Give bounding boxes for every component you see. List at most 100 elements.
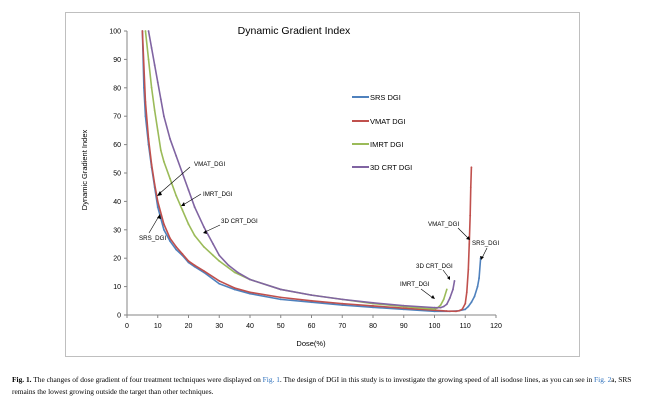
series-3-point-0 [147,30,150,32]
series-1-point-23 [455,310,457,313]
series-line-2 [144,30,448,310]
y-axis-label: Dynamic Gradient Index [80,130,89,211]
series-1-point-15 [249,291,251,294]
series-1-point-27 [465,291,468,294]
series-0-point-27 [470,301,473,304]
annotation-arrowhead-3dcrt-left [203,230,207,234]
series-3-point-14 [227,264,230,267]
annotation-arrowhead-imrt-left [181,202,185,206]
legend-entry-3dcrt: 3D CRT DGI [352,163,412,172]
series-1-point-12 [202,270,205,272]
series-3-point-16 [249,278,251,281]
y-tick-label: 80 [113,85,121,92]
caption-link-fig2[interactable]: Fig. 2 [594,375,612,384]
x-tick-label: 100 [429,323,441,330]
series-1-point-3 [150,163,153,166]
annotations: VMAT_DGI IMRT_DGI 3D CRT_DGI SRS_DGI VMA… [139,161,499,299]
series-3-point-25 [445,303,448,306]
series-2-point-14 [218,260,221,262]
series-1-point-20 [402,307,405,310]
annotation-arrow-imrt-left [182,193,202,206]
series-1-point-1 [144,101,147,103]
series-1-point-14 [233,287,236,289]
series-3-point-22 [433,306,436,309]
series-2-point-15 [233,271,236,274]
annotation-vmat-left: VMAT_DGI [194,161,225,168]
series-0-point-8 [169,240,171,243]
y-tick-label: 60 [113,142,121,149]
annotation-arrowhead-3dcrt-right [447,276,450,280]
x-tick-label: 20 [185,323,193,330]
series-0-point-9 [175,248,178,251]
series-3-point-28 [453,280,456,282]
y-tick-label: 30 [113,227,121,234]
series-0-point-18 [310,301,313,304]
annotation-srs-right: SRS_DGI [472,240,499,247]
legend-entry-vmat: VMAT DGI [352,117,406,126]
series-2-point-4 [156,129,159,132]
y-tick-label: 40 [113,199,121,206]
series-0-point-20 [372,306,374,309]
series-2-point-12 [202,245,205,248]
legend-entry-imrt: IMRT DGI [352,140,403,149]
series-3-point-17 [279,288,282,291]
series-2-point-9 [181,209,184,211]
series-1-point-26 [464,302,467,305]
annotation-arrow-imrt-right [420,288,434,299]
legend: SRS DGI VMAT DGI IMRT DGI 3D CRT DGI [352,93,412,172]
series-0-point-26 [467,305,470,308]
annotation-imrt-left: IMRT_DGI [203,191,233,198]
x-axis-ticks: 0 10 20 30 40 50 60 70 80 90 100 110 120 [125,315,502,330]
figure-frame [65,12,580,357]
series-3-point-11 [202,226,205,228]
series-0-point-19 [341,304,344,306]
annotation-3dcrt-left: 3D CRT_DGI [221,218,258,225]
annotation-imrt-right: IMRT_DGI [400,281,430,288]
series-3-point-24 [442,305,445,308]
series-2-point-8 [175,194,178,197]
series-2-point-11 [193,234,196,237]
series-2-point-7 [169,177,171,180]
series-2-point-26 [442,298,445,301]
annotation-arrowhead-srs-left [157,214,161,219]
x-axis-label: Dose(%) [296,339,326,348]
x-tick-label: 40 [246,323,254,330]
annotation-vmat-right: VMAT_DGI [428,221,459,228]
series-2-point-23 [433,308,436,310]
series-1-point-8 [175,245,178,248]
series-3-point-2 [153,64,156,66]
series-1-point-16 [279,296,282,299]
legend-label-vmat: VMAT DGI [370,117,406,126]
series-1-point-0 [141,30,144,32]
series-1-point-18 [341,302,344,305]
chart-title: Dynamic Gradient Index [238,25,351,37]
series-3-point-10 [193,206,196,208]
annotation-arrowhead-vmat-left [157,191,162,196]
x-tick-label: 0 [125,323,129,330]
legend-label-3dcrt: 3D CRT DGI [370,163,412,172]
series-1-point-24 [458,309,460,312]
x-tick-label: 30 [215,323,223,330]
annotation-arrow-srs-right [481,247,488,259]
annotation-arrowhead-srs-right [480,256,484,260]
series-3-point-4 [159,98,162,101]
series-3-point-19 [341,298,344,301]
caption-link-fig1[interactable]: Fig. 1 [262,375,280,384]
series-1-point-25 [461,308,464,311]
y-tick-label: 50 [113,171,121,178]
annotation-arrow-3dcrt-right [442,269,450,279]
series-1-point-17 [310,299,313,302]
series-2-point-0 [144,30,147,32]
series-0-point-14 [218,282,221,285]
series-2-point-1 [147,58,150,61]
x-tick-label: 90 [400,323,408,330]
series-3-point-13 [218,254,221,257]
series-0-point-7 [163,228,165,231]
series-0-point-30 [478,277,480,279]
series-2-point-13 [212,254,215,257]
annotation-arrowhead-imrt-right [431,295,435,299]
figure-caption: Fig. 1. The changes of dose gradient of … [12,374,642,398]
series-0-point-6 [156,206,159,208]
series-0-point-15 [233,288,236,291]
series-1-point-30 [469,214,472,217]
